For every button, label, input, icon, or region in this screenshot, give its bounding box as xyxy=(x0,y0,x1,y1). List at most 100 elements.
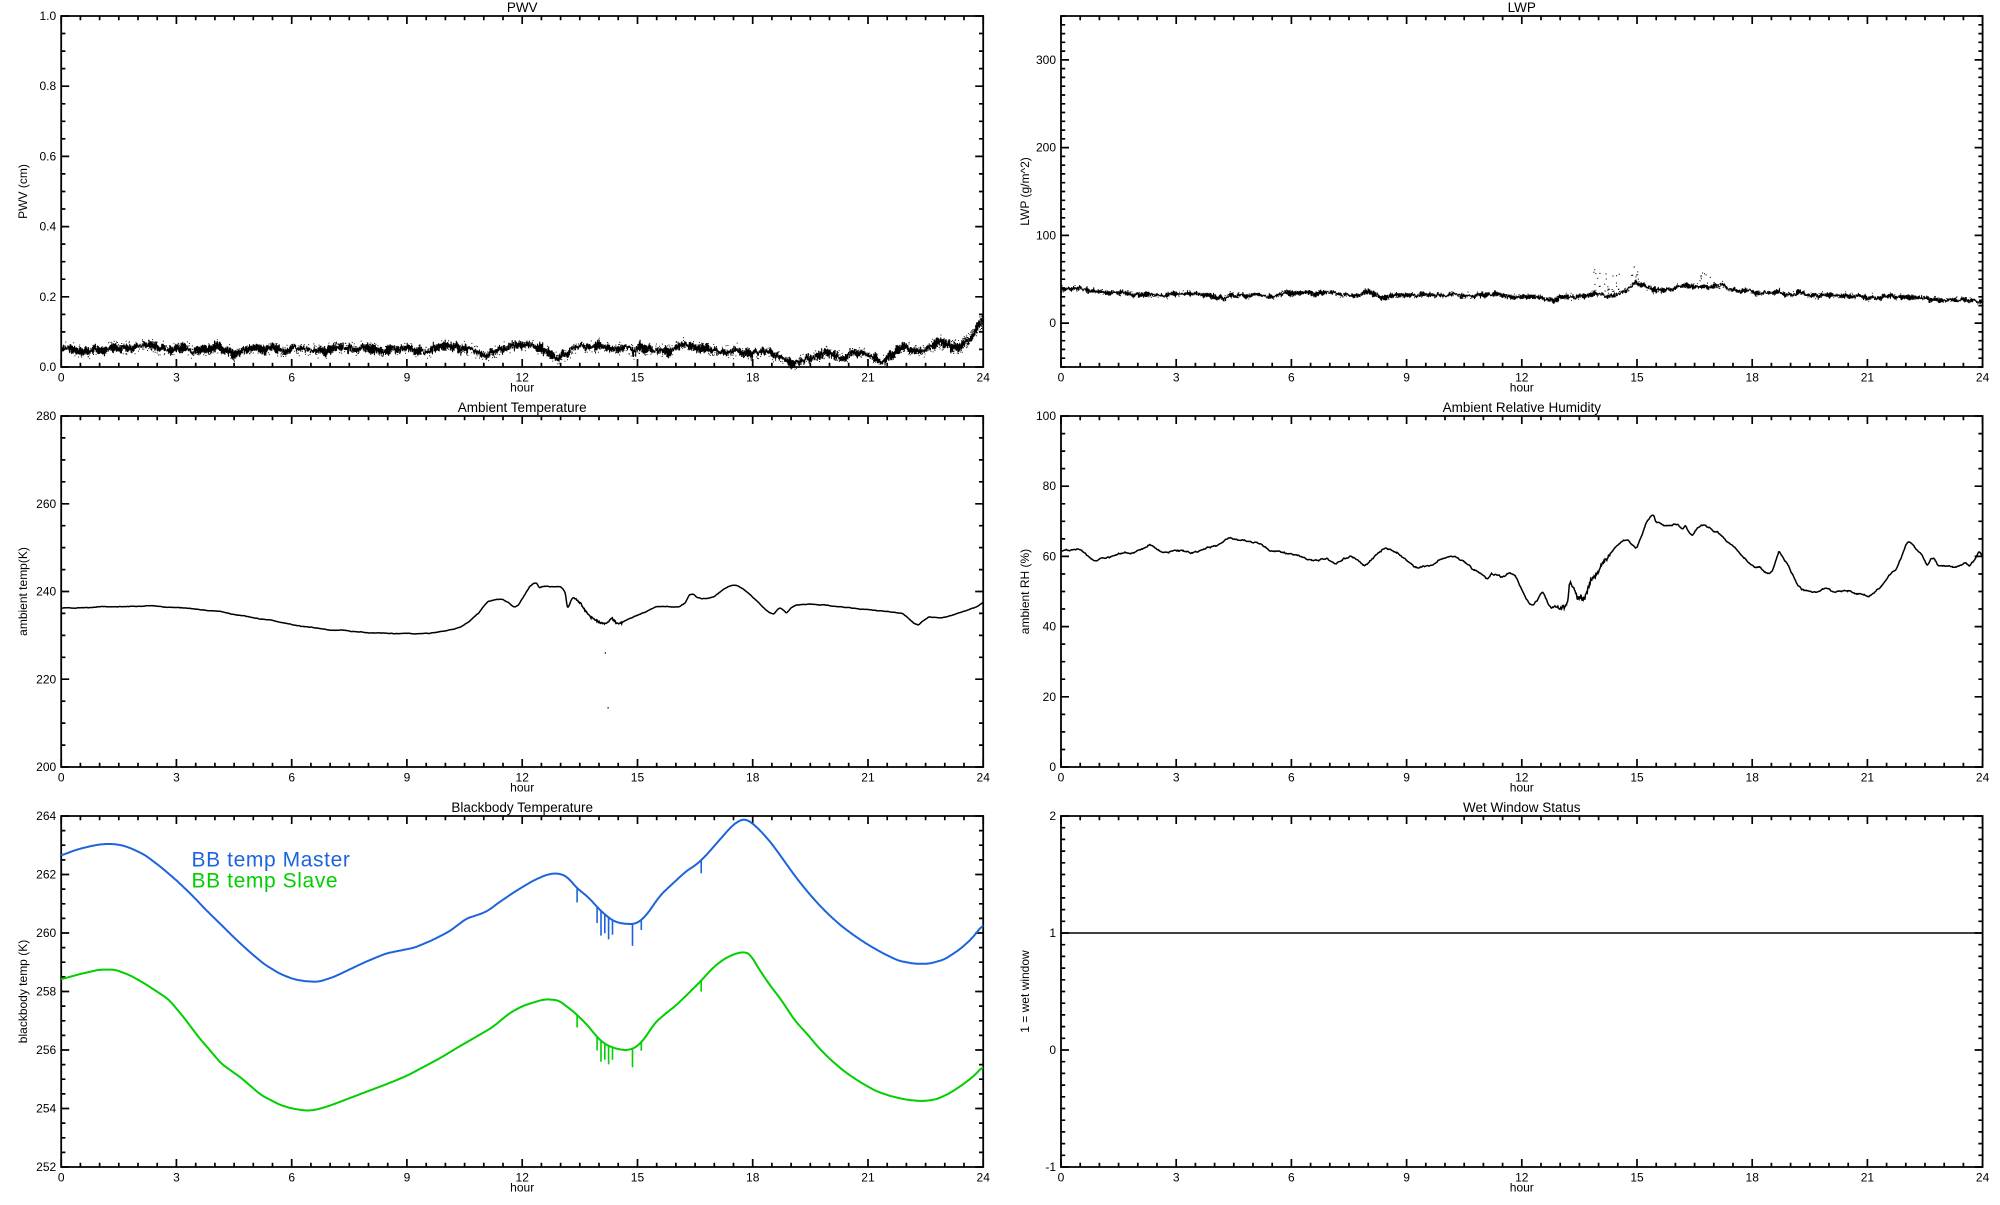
svg-text:hour: hour xyxy=(1510,1181,1534,1195)
svg-text:21: 21 xyxy=(861,771,875,785)
svg-text:3: 3 xyxy=(1173,371,1180,385)
svg-text:9: 9 xyxy=(1403,771,1410,785)
svg-text:1: 1 xyxy=(1049,926,1056,940)
svg-text:3: 3 xyxy=(1173,1171,1180,1185)
svg-text:0.8: 0.8 xyxy=(40,79,57,93)
svg-text:3: 3 xyxy=(173,771,180,785)
svg-text:220: 220 xyxy=(36,672,56,686)
svg-text:12: 12 xyxy=(516,1171,530,1185)
svg-text:18: 18 xyxy=(746,371,760,385)
svg-text:21: 21 xyxy=(861,371,875,385)
svg-text:18: 18 xyxy=(1746,771,1760,785)
svg-text:3: 3 xyxy=(1173,771,1180,785)
svg-text:-1: -1 xyxy=(1045,1160,1056,1174)
svg-text:12: 12 xyxy=(516,371,530,385)
svg-text:254: 254 xyxy=(36,1102,56,1116)
svg-text:21: 21 xyxy=(1861,371,1875,385)
svg-text:200: 200 xyxy=(36,760,56,774)
svg-text:12: 12 xyxy=(1515,771,1529,785)
svg-text:24: 24 xyxy=(977,371,991,385)
svg-text:3: 3 xyxy=(173,371,180,385)
svg-text:12: 12 xyxy=(1515,371,1529,385)
svg-text:Wet Window Status: Wet Window Status xyxy=(1463,800,1581,815)
svg-text:24: 24 xyxy=(1976,771,1990,785)
svg-text:hour: hour xyxy=(510,781,534,795)
svg-text:Ambient Temperature: Ambient Temperature xyxy=(458,400,587,415)
svg-text:21: 21 xyxy=(861,1171,875,1185)
svg-text:12: 12 xyxy=(1515,1171,1529,1185)
svg-text:hour: hour xyxy=(510,381,534,395)
svg-text:Ambient Relative Humidity: Ambient Relative Humidity xyxy=(1443,400,1602,415)
svg-text:15: 15 xyxy=(1630,371,1644,385)
svg-text:18: 18 xyxy=(746,771,760,785)
svg-text:256: 256 xyxy=(36,1043,56,1057)
svg-text:hour: hour xyxy=(510,1181,534,1195)
svg-text:6: 6 xyxy=(1288,1171,1295,1185)
svg-text:Blackbody Temperature: Blackbody Temperature xyxy=(451,800,593,815)
svg-text:0: 0 xyxy=(58,371,65,385)
svg-text:blackbody temp (K): blackbody temp (K) xyxy=(16,940,30,1043)
svg-text:24: 24 xyxy=(977,1171,991,1185)
svg-text:20: 20 xyxy=(1043,690,1057,704)
svg-text:18: 18 xyxy=(1746,371,1760,385)
svg-text:15: 15 xyxy=(631,371,645,385)
svg-text:9: 9 xyxy=(404,1171,411,1185)
svg-text:0: 0 xyxy=(1049,1043,1056,1057)
svg-text:ambient temp(K): ambient temp(K) xyxy=(16,547,30,636)
svg-text:21: 21 xyxy=(1861,771,1875,785)
svg-text:280: 280 xyxy=(36,409,56,423)
svg-text:260: 260 xyxy=(36,926,56,940)
svg-text:9: 9 xyxy=(404,771,411,785)
svg-text:LWP: LWP xyxy=(1508,0,1536,15)
svg-text:40: 40 xyxy=(1043,620,1057,634)
svg-text:BB temp Master: BB temp Master xyxy=(192,849,351,872)
svg-text:9: 9 xyxy=(404,371,411,385)
svg-text:300: 300 xyxy=(1036,53,1056,67)
svg-text:264: 264 xyxy=(36,809,56,823)
svg-text:21: 21 xyxy=(1861,1171,1875,1185)
svg-text:0.2: 0.2 xyxy=(40,290,57,304)
svg-text:PWV (cm): PWV (cm) xyxy=(16,164,30,219)
svg-text:9: 9 xyxy=(1403,1171,1410,1185)
svg-text:hour: hour xyxy=(1510,781,1534,795)
svg-text:6: 6 xyxy=(288,371,295,385)
svg-text:80: 80 xyxy=(1043,479,1057,493)
svg-text:PWV: PWV xyxy=(507,0,538,15)
svg-text:100: 100 xyxy=(1036,228,1056,242)
svg-text:2: 2 xyxy=(1049,809,1056,823)
svg-text:60: 60 xyxy=(1043,549,1057,563)
svg-text:0: 0 xyxy=(1058,371,1065,385)
svg-text:200: 200 xyxy=(1036,141,1056,155)
svg-text:0: 0 xyxy=(58,1171,65,1185)
svg-text:15: 15 xyxy=(1630,771,1644,785)
svg-text:0.0: 0.0 xyxy=(40,360,57,374)
svg-text:LWP (g/m^2): LWP (g/m^2) xyxy=(1018,157,1032,226)
svg-text:6: 6 xyxy=(1288,771,1295,785)
svg-text:BB temp Slave: BB temp Slave xyxy=(192,870,339,893)
svg-text:15: 15 xyxy=(1630,1171,1644,1185)
svg-text:hour: hour xyxy=(1510,381,1534,395)
svg-text:12: 12 xyxy=(516,771,530,785)
svg-text:252: 252 xyxy=(36,1160,56,1174)
svg-text:6: 6 xyxy=(1288,371,1295,385)
svg-text:6: 6 xyxy=(288,1171,295,1185)
svg-text:0: 0 xyxy=(1058,1171,1065,1185)
svg-text:0.4: 0.4 xyxy=(40,220,57,234)
svg-text:18: 18 xyxy=(1746,1171,1760,1185)
svg-text:0: 0 xyxy=(1049,760,1056,774)
svg-text:9: 9 xyxy=(1403,371,1410,385)
svg-text:260: 260 xyxy=(36,497,56,511)
svg-text:15: 15 xyxy=(631,1171,645,1185)
svg-text:0.6: 0.6 xyxy=(40,149,57,163)
svg-text:0: 0 xyxy=(1058,771,1065,785)
svg-text:6: 6 xyxy=(288,771,295,785)
svg-text:24: 24 xyxy=(977,771,991,785)
svg-text:24: 24 xyxy=(1976,1171,1990,1185)
svg-text:1 = wet window: 1 = wet window xyxy=(1018,950,1032,1033)
svg-text:24: 24 xyxy=(1976,371,1990,385)
svg-text:15: 15 xyxy=(631,771,645,785)
svg-text:240: 240 xyxy=(36,585,56,599)
svg-text:3: 3 xyxy=(173,1171,180,1185)
svg-text:ambient RH (%): ambient RH (%) xyxy=(1018,549,1032,634)
svg-text:262: 262 xyxy=(36,868,56,882)
